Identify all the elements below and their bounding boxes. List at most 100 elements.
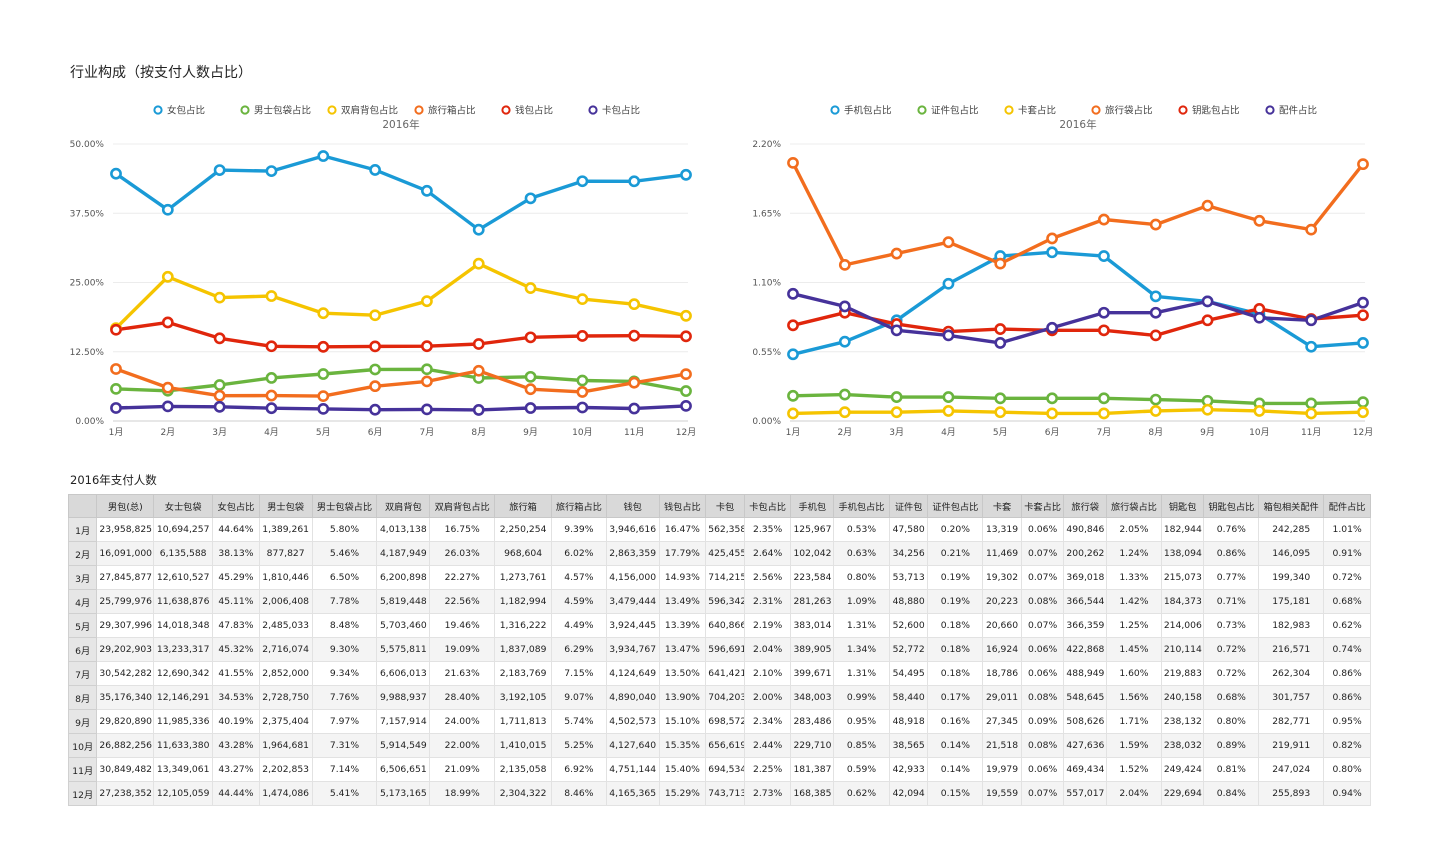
- data-point[interactable]: [628, 376, 641, 389]
- data-point[interactable]: [576, 386, 589, 398]
- data-point[interactable]: [838, 335, 851, 348]
- column-header[interactable]: 钱包占比: [658, 494, 707, 518]
- data-point[interactable]: [1305, 223, 1318, 236]
- column-header[interactable]: 手机包: [790, 494, 835, 518]
- data-point[interactable]: [213, 291, 226, 304]
- data-point[interactable]: [994, 406, 1007, 419]
- data-point[interactable]: [628, 329, 641, 342]
- data-point[interactable]: [1253, 311, 1266, 324]
- data-point[interactable]: [524, 402, 537, 414]
- data-point[interactable]: [524, 370, 537, 383]
- data-point[interactable]: [787, 156, 799, 169]
- legend-item[interactable]: 证件包占比: [917, 105, 979, 117]
- data-point[interactable]: [317, 150, 330, 162]
- data-point[interactable]: [1098, 407, 1110, 420]
- legend-item[interactable]: 钥匙包占比: [1178, 105, 1240, 117]
- data-point[interactable]: [1253, 405, 1266, 417]
- data-point[interactable]: [576, 175, 589, 188]
- data-point[interactable]: [161, 400, 174, 413]
- data-point[interactable]: [1046, 232, 1058, 245]
- data-point[interactable]: [421, 403, 433, 416]
- data-point[interactable]: [628, 402, 641, 415]
- column-header[interactable]: 证件包占比: [927, 494, 984, 518]
- data-point[interactable]: [369, 380, 381, 393]
- data-point[interactable]: [890, 324, 903, 337]
- data-point[interactable]: [942, 391, 955, 403]
- data-point[interactable]: [942, 277, 955, 290]
- data-point[interactable]: [369, 309, 381, 322]
- column-header[interactable]: 卡包: [705, 494, 745, 518]
- data-point[interactable]: [421, 340, 433, 353]
- data-point[interactable]: [472, 404, 485, 416]
- data-point[interactable]: [265, 340, 278, 353]
- legend-item[interactable]: 钱包占比: [501, 105, 553, 117]
- data-point[interactable]: [110, 363, 122, 375]
- column-header[interactable]: 钱包: [605, 494, 660, 518]
- column-header[interactable]: 手机包占比: [833, 494, 890, 518]
- column-header[interactable]: 旅行袋占比: [1106, 494, 1162, 518]
- data-point[interactable]: [213, 400, 226, 413]
- data-point[interactable]: [1357, 406, 1369, 419]
- data-point[interactable]: [1357, 158, 1369, 171]
- data-point[interactable]: [421, 184, 433, 197]
- data-point[interactable]: [994, 337, 1007, 349]
- data-point[interactable]: [1046, 407, 1058, 420]
- data-point[interactable]: [838, 300, 851, 313]
- data-point[interactable]: [628, 298, 641, 311]
- legend-item[interactable]: 旅行箱占比: [414, 105, 476, 117]
- data-point[interactable]: [890, 247, 903, 260]
- data-point[interactable]: [317, 402, 330, 415]
- data-point[interactable]: [787, 389, 799, 402]
- data-point[interactable]: [576, 374, 589, 387]
- column-header[interactable]: 配件占比: [1323, 494, 1371, 518]
- data-point[interactable]: [942, 405, 955, 417]
- column-header[interactable]: 双肩背包占比: [429, 494, 496, 518]
- data-point[interactable]: [1357, 396, 1369, 409]
- column-header[interactable]: [67, 494, 98, 518]
- data-point[interactable]: [317, 340, 330, 353]
- data-point[interactable]: [213, 332, 226, 345]
- data-point[interactable]: [110, 402, 122, 414]
- data-point[interactable]: [317, 368, 330, 380]
- column-header[interactable]: 男士包袋: [258, 494, 313, 518]
- data-point[interactable]: [1149, 329, 1162, 342]
- data-point[interactable]: [110, 323, 122, 336]
- legend-item[interactable]: 卡套占比: [1004, 105, 1056, 117]
- column-header[interactable]: 卡套占比: [1020, 494, 1065, 518]
- data-point[interactable]: [1046, 246, 1058, 259]
- legend-item[interactable]: 男士包袋占比: [240, 105, 311, 117]
- data-point[interactable]: [1149, 290, 1162, 303]
- data-point[interactable]: [628, 175, 641, 188]
- data-point[interactable]: [994, 257, 1007, 270]
- data-point[interactable]: [1305, 407, 1318, 420]
- column-header[interactable]: 卡套: [982, 494, 1022, 518]
- data-point[interactable]: [1201, 199, 1214, 212]
- data-point[interactable]: [890, 391, 903, 403]
- data-point[interactable]: [1357, 296, 1369, 309]
- data-point[interactable]: [1098, 250, 1110, 262]
- data-point[interactable]: [265, 165, 278, 177]
- data-point[interactable]: [994, 392, 1007, 405]
- data-point[interactable]: [680, 368, 692, 381]
- column-header[interactable]: 女士包袋: [153, 494, 214, 518]
- data-point[interactable]: [680, 168, 692, 181]
- data-point[interactable]: [1305, 314, 1318, 327]
- data-point[interactable]: [576, 293, 589, 306]
- data-point[interactable]: [472, 257, 485, 270]
- data-point[interactable]: [213, 379, 226, 391]
- data-point[interactable]: [161, 316, 174, 329]
- data-point[interactable]: [265, 402, 278, 415]
- data-point[interactable]: [524, 383, 537, 396]
- data-point[interactable]: [369, 164, 381, 176]
- data-point[interactable]: [1201, 295, 1214, 308]
- data-point[interactable]: [942, 329, 955, 342]
- data-point[interactable]: [1046, 392, 1058, 405]
- data-point[interactable]: [317, 390, 330, 403]
- data-point[interactable]: [265, 371, 278, 384]
- data-point[interactable]: [1201, 403, 1214, 416]
- legend-item[interactable]: 手机包占比: [830, 105, 892, 117]
- column-header[interactable]: 证件包: [888, 494, 929, 518]
- data-point[interactable]: [472, 338, 485, 350]
- data-point[interactable]: [680, 385, 692, 397]
- data-point[interactable]: [472, 223, 485, 236]
